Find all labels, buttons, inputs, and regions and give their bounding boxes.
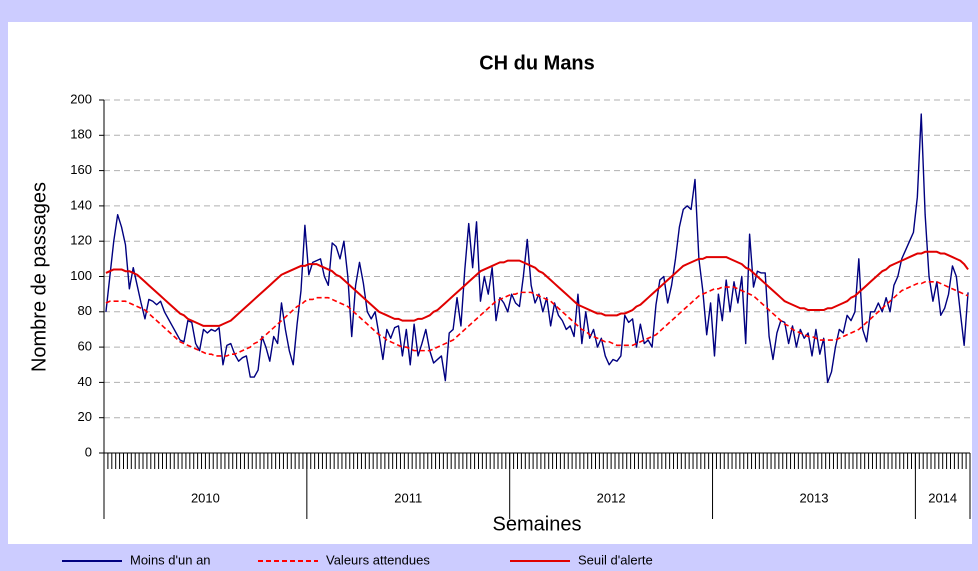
y-tick-label: 160 — [70, 162, 92, 177]
y-axis-label: Nombre de passages — [28, 182, 50, 372]
y-tick-label: 60 — [78, 339, 92, 354]
legend-label: Seuil d'alerte — [578, 552, 653, 567]
series-line — [105, 281, 969, 357]
x-axis-label: Semaines — [493, 513, 582, 535]
year-label: 2014 — [928, 490, 957, 505]
y-tick-label: 80 — [78, 303, 92, 318]
year-label: 2012 — [597, 490, 626, 505]
year-label: 2013 — [800, 490, 829, 505]
legend-label: Moins d'un an — [130, 552, 211, 567]
year-label: 2011 — [394, 490, 422, 505]
y-tick-label: 120 — [70, 233, 92, 248]
series-line — [105, 113, 969, 384]
series-line — [105, 250, 969, 327]
y-tick-label: 0 — [85, 444, 92, 459]
y-tick-label: 200 — [70, 91, 92, 106]
y-tick-label: 180 — [70, 127, 92, 142]
y-tick-label: 100 — [70, 268, 92, 283]
chart-title: CH du Mans — [479, 52, 595, 74]
legend-label: Valeurs attendues — [326, 552, 430, 567]
year-label: 2010 — [191, 490, 220, 505]
y-tick-label: 140 — [70, 197, 92, 212]
y-tick-label: 40 — [78, 374, 92, 389]
y-tick-label: 20 — [78, 409, 92, 424]
